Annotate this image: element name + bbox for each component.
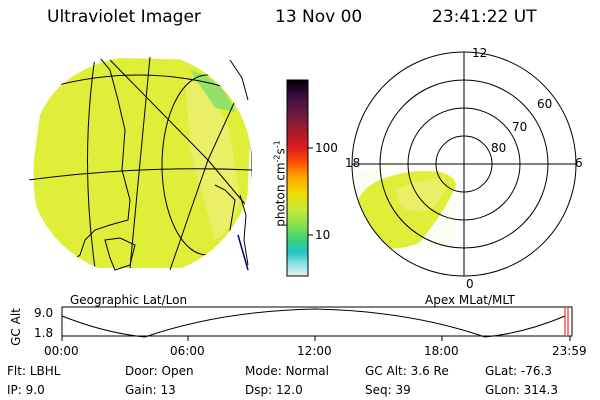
geographic-caption: Geographic Lat/Lon [70,293,188,307]
timeline-ytick-top: 9.0 [34,306,54,320]
timeline-tick-1200: 12:00 [297,344,332,358]
date-label: 13 Nov 00 [275,7,363,27]
colorbar-tick-100: 100 [315,141,338,155]
mlat-label-60: 60 [537,97,553,111]
timeline-tick-2359: 23:59 [552,344,587,358]
mlt-label-6: 6 [575,156,583,170]
timeline-tick-1800: 18:00 [424,344,459,358]
glon-info: GLon: 314.3 [485,383,558,397]
door-info: Door: Open [125,364,194,378]
time-label: 23:41:22 UT [432,7,537,27]
mlt-label-18: 18 [345,156,361,170]
filter-info: Flt: LBHL [7,364,61,378]
gain-info: Gain: 13 [125,383,176,397]
mlt-label-12: 12 [472,46,488,60]
dsp-info: Dsp: 12.0 [245,383,303,397]
gc-alt-info: GC Alt: 3.6 Re [365,364,449,378]
colorbar-tick-10: 10 [315,228,331,242]
mlat-label-80: 80 [491,141,507,155]
glat-info: GLat: -76.3 [485,364,552,378]
mlat-label-70: 70 [512,120,528,134]
intensity-colorbar [286,79,313,277]
timeline-tick-0600: 06:00 [170,344,205,358]
seq-info: Seq: 39 [365,383,411,397]
mode-info: Mode: Normal [245,364,329,378]
ip-info: IP: 9.0 [7,383,45,397]
mlt-label-0: 0 [466,277,474,291]
timeline-ytick-bottom: 1.8 [34,326,54,340]
timeline-tick-0000: 00:00 [44,344,79,358]
apex-caption: Apex MLat/MLT [425,293,515,307]
instrument-title: Ultraviolet Imager [47,7,201,27]
